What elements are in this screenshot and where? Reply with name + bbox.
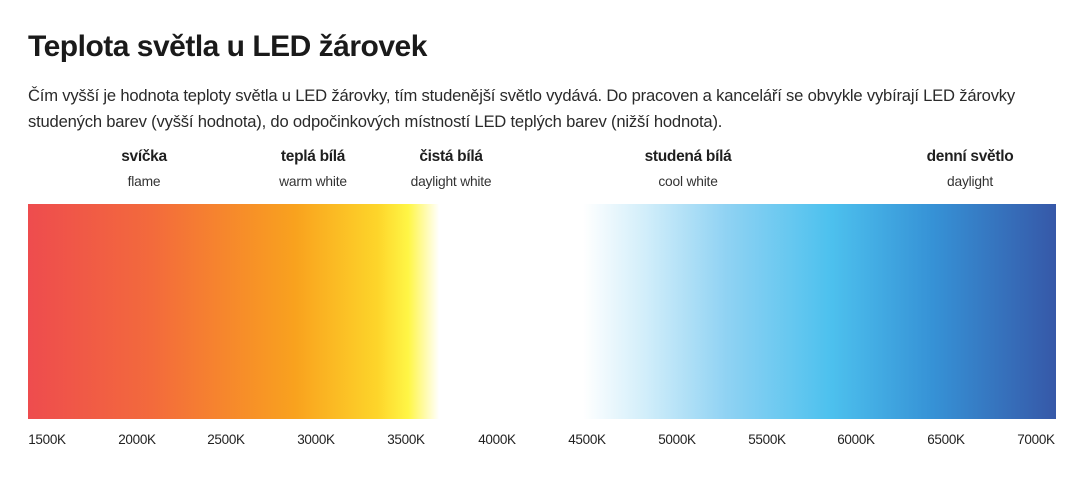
- scale-tick-label: 7000K: [1017, 432, 1055, 447]
- zone-name: teplá bílá: [280, 148, 346, 165]
- zone-subtitle: cool white: [658, 174, 718, 189]
- zone-name: studená bílá: [644, 148, 732, 165]
- scale-tick-label: 1500K: [28, 432, 66, 447]
- scale-tick-label: 5500K: [748, 432, 786, 447]
- scale-tick-label: 4500K: [568, 432, 606, 447]
- scale-tick-label: 3000K: [297, 432, 335, 447]
- zone-label-daylight-white: čistá bílá daylight white: [411, 148, 492, 189]
- zone-subtitle: daylight white: [410, 174, 492, 189]
- scale-tick-label: 5000K: [658, 432, 696, 447]
- page-title: Teplota světla u LED žárovek: [28, 30, 427, 63]
- zone-name: čistá bílá: [419, 148, 483, 165]
- zone-label-cool-white: studená bílá cool white: [645, 148, 732, 189]
- scale-tick-label: 6500K: [927, 432, 965, 447]
- scale-tick-label: 2500K: [207, 432, 245, 447]
- zone-name: svíčka: [121, 148, 167, 165]
- zone-name: denní světlo: [926, 148, 1014, 165]
- zone-subtitle: flame: [127, 174, 161, 189]
- zone-label-flame: svíčka flame: [121, 148, 167, 189]
- zone-label-warm-white: teplá bílá warm white: [279, 148, 347, 189]
- scale-tick-label: 6000K: [837, 432, 875, 447]
- description-text: Čím vyšší je hodnota teploty světla u LE…: [28, 86, 1016, 131]
- zone-label-daylight: denní světlo daylight: [927, 148, 1014, 189]
- zone-subtitle: daylight: [947, 174, 993, 189]
- scale-tick-label: 3500K: [387, 432, 425, 447]
- scale-tick-label: 2000K: [118, 432, 156, 447]
- scale-tick-label: 4000K: [478, 432, 516, 447]
- zone-subtitle: warm white: [279, 174, 347, 189]
- color-temperature-gradient: [28, 204, 1056, 419]
